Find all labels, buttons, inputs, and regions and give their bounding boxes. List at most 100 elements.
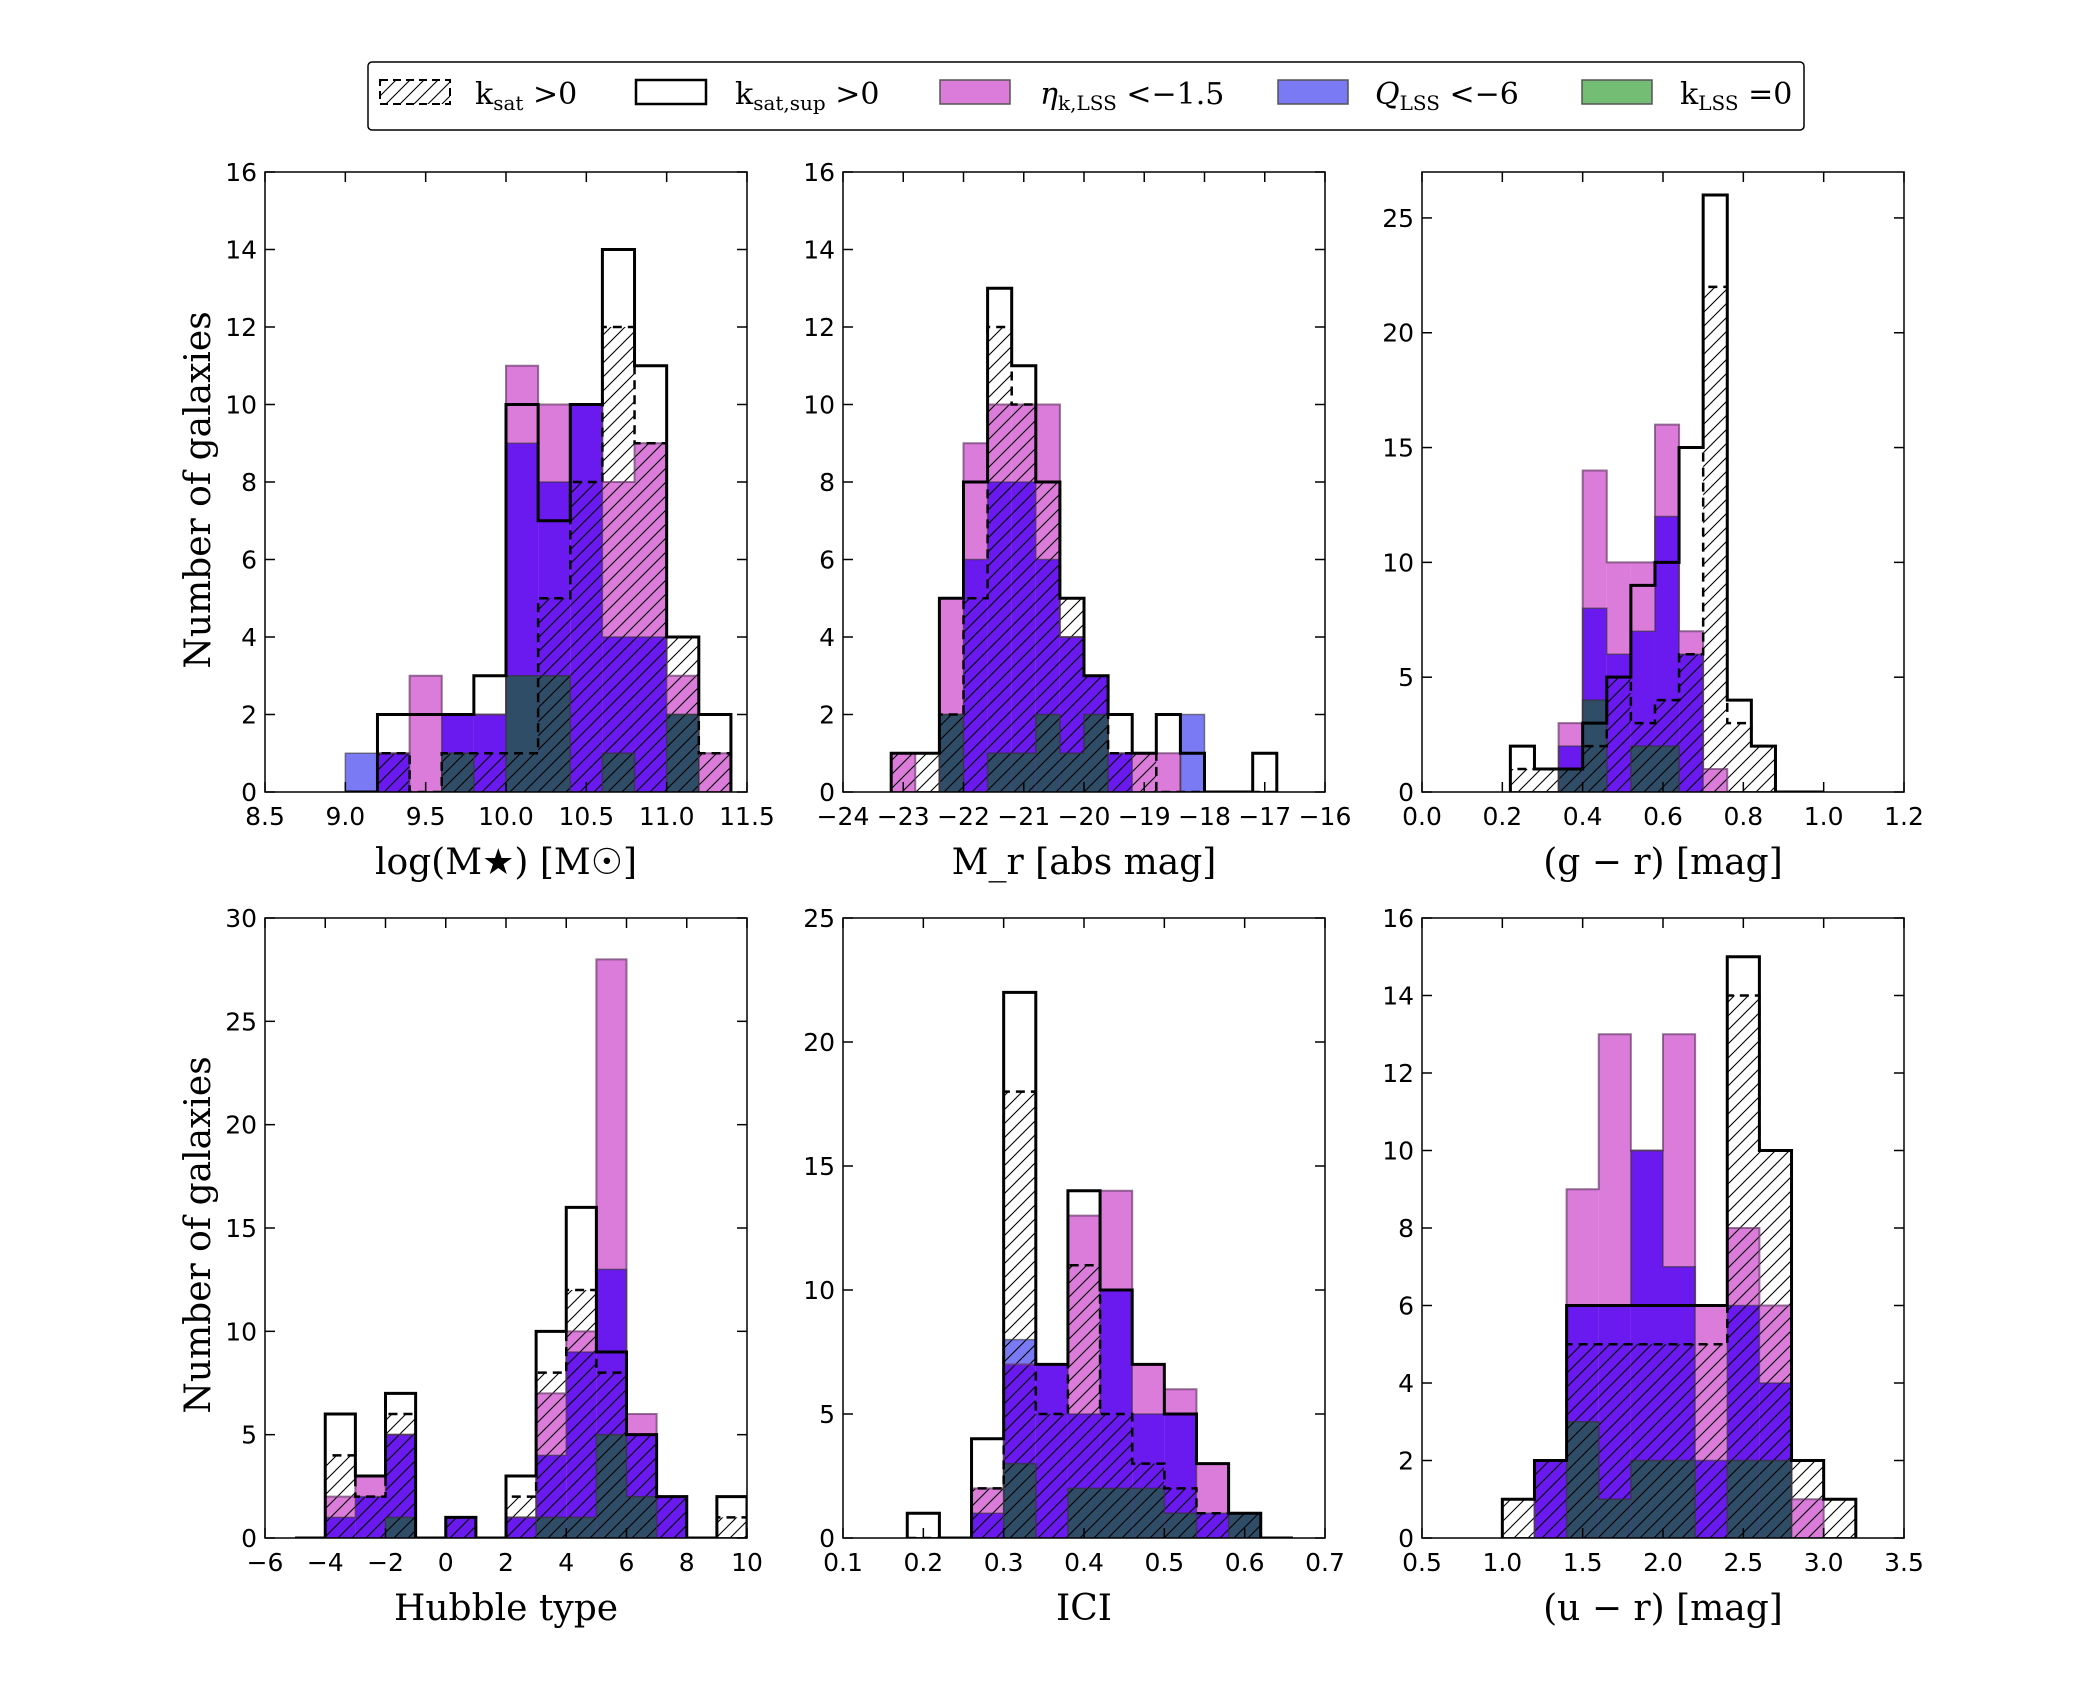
- bar-ksat-hatch: [698, 753, 731, 792]
- bar-ksat-hatch: [1011, 404, 1036, 792]
- x-tick-label: 0.7: [1305, 1548, 1345, 1577]
- y-tick-label: 5: [241, 1421, 257, 1450]
- legend-swatch-eta: [939, 79, 1011, 105]
- outline-ksat: [907, 1090, 1293, 1538]
- bar-ksat-hatch: [1630, 723, 1655, 792]
- x-tick-label: 0.5: [1144, 1548, 1184, 1577]
- x-tick-label: 11.0: [639, 802, 695, 831]
- y-tick-label: 0: [241, 1524, 257, 1553]
- bar-ksat-hatch: [1084, 675, 1109, 792]
- x-tick-label: −23: [877, 802, 930, 831]
- bar-ksat-hatch: [987, 327, 1012, 792]
- x-tick-label: 0.1: [823, 1548, 863, 1577]
- bar-ksat-hatch: [566, 1290, 597, 1538]
- bar-ksat-hatch: [385, 1414, 416, 1538]
- y-tick-label: 0: [819, 778, 835, 807]
- panel-2: −24 −23 −22 −21 −20 −19 −18 −17 −16 0 2 4 6 8 10 12 14 16…: [803, 158, 1351, 883]
- panel-5: 0.1 0.2 0.3 0.4 0.5 0.6 0.7 0 5 10 15 20 25 ICI: [803, 904, 1345, 1629]
- x-tick-label: 1.5: [1563, 1548, 1603, 1577]
- legend-frame: [367, 61, 1805, 131]
- bar-ksat-hatch: [377, 753, 410, 792]
- legend-swatch-q: [1277, 79, 1349, 105]
- x-tick-label: −20: [1058, 802, 1111, 831]
- bar-ksat-hatch: [1067, 1265, 1101, 1538]
- x-tick-label: 2: [498, 1548, 514, 1577]
- x-tick-label: 6: [619, 1548, 635, 1577]
- x-tick-label: 3.0: [1804, 1548, 1844, 1577]
- bar-ksat-hatch: [1035, 1414, 1068, 1538]
- legend-swatch-ksatsup: [634, 78, 708, 106]
- bar-ksat-hatch: [1759, 1150, 1792, 1538]
- x-tick-label: 9.5: [406, 802, 446, 831]
- x-tick-label: 10: [731, 1548, 763, 1577]
- bar-ksat-hatch: [1703, 286, 1728, 792]
- bar-ksat-hatch: [1108, 753, 1133, 792]
- x-tick-label: −6: [247, 1548, 284, 1577]
- x-tick-label: 0.3: [984, 1548, 1024, 1577]
- y-tick-label: 5: [819, 1400, 835, 1429]
- x-axis-title: ICI: [1056, 1588, 1112, 1629]
- x-tick-label: 4: [558, 1548, 574, 1577]
- y-tick-label: 2: [1398, 1447, 1414, 1476]
- y-tick-label: 8: [241, 468, 257, 497]
- panel-6: 0.5 1.0 1.5 2.0 2.5 3.0 3.5 0 2 4 6 8 10 12 14 16 (u − r…: [1382, 904, 1924, 1629]
- outline-eta: [1510, 423, 1824, 792]
- bar-ksat-hatch: [1630, 1344, 1663, 1538]
- y-tick-label: 15: [225, 1214, 257, 1243]
- legend-label-ksat: ksat >0: [475, 77, 577, 115]
- x-tick-label: 10.0: [478, 802, 534, 831]
- plot-area: [1508, 193, 1824, 792]
- outline-ksatsup: [1508, 193, 1824, 792]
- x-tick-label: 1.2: [1884, 802, 1924, 831]
- x-tick-label: 1.0: [1804, 802, 1844, 831]
- x-tick-label: 0.5: [1402, 1548, 1442, 1577]
- bar-ksat-hatch: [538, 598, 571, 792]
- bar-q: [345, 753, 378, 792]
- y-tick-label: 30: [225, 904, 257, 933]
- legend-swatch-ksat: [379, 79, 451, 105]
- bar-ksat-hatch: [1059, 598, 1084, 792]
- legend-label-eta: ηk,LSS <−1.5: [1040, 77, 1224, 115]
- x-tick-label: −18: [1178, 802, 1231, 831]
- x-tick-label: 0.0: [1402, 802, 1442, 831]
- legend-item-q: QLSS <−6: [1277, 77, 1519, 115]
- x-tick-label: 8: [679, 1548, 695, 1577]
- x-tick-label: −17: [1238, 802, 1291, 831]
- x-tick-label: 0.8: [1723, 802, 1763, 831]
- y-axis-title-top: Number of galaxies: [178, 311, 219, 668]
- y-tick-label: 10: [803, 1276, 835, 1305]
- y-tick-label: 8: [1398, 1214, 1414, 1243]
- bar-ksat-hatch: [1534, 1460, 1567, 1538]
- y-tick-label: 14: [1382, 982, 1414, 1011]
- x-tick-label: −21: [997, 802, 1050, 831]
- x-tick-label: 2.5: [1723, 1548, 1763, 1577]
- x-tick-label: −19: [1118, 802, 1171, 831]
- bar-ksat-hatch: [1035, 482, 1060, 792]
- bar-ksat-hatch: [1132, 1463, 1165, 1538]
- outline-klss: [907, 1462, 1293, 1538]
- outline-eta: [295, 958, 747, 1538]
- bar-ksat-hatch: [1695, 1344, 1728, 1538]
- bar-ksat-hatch: [1606, 677, 1631, 792]
- panel-1: 8.5 9.0 9.5 10.0 10.5 11.0 11.5 0 2 4 6 8 10 12 14 16 lo…: [225, 158, 775, 883]
- x-tick-label: 3.5: [1884, 1548, 1924, 1577]
- y-tick-label: 10: [803, 391, 835, 420]
- x-tick-label: 10.5: [558, 802, 614, 831]
- x-axis-title: Hubble type: [394, 1588, 618, 1629]
- legend-swatch-klss: [1581, 79, 1653, 105]
- bar-ksat-hatch: [1510, 769, 1535, 792]
- outline-ksatsup: [905, 990, 1293, 1538]
- panels: 8.5 9.0 9.5 10.0 10.5 11.0 11.5 0 2 4 6 8 10 12 14 16 lo…: [225, 158, 1924, 1629]
- y-tick-label: 2: [241, 701, 257, 730]
- bar-ksat-hatch: [656, 1496, 687, 1538]
- y-axis-title-bottom: Number of galaxies: [178, 1056, 219, 1413]
- panel-3: 0.0 0.2 0.4 0.6 0.8 1.0 1.2 0 5 10 15 20 25 (g − r) […: [1382, 171, 1924, 883]
- bar-ksat-hatch: [506, 753, 539, 792]
- x-tick-label: 0: [438, 1548, 454, 1577]
- y-tick-label: 6: [819, 546, 835, 575]
- bar-eta: [409, 675, 442, 792]
- x-tick-label: 0.4: [1064, 1548, 1104, 1577]
- plot-area: [344, 248, 733, 792]
- bar-ksat-hatch: [1566, 1344, 1599, 1538]
